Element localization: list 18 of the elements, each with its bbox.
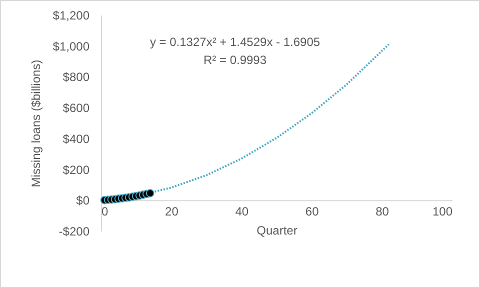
x-tick-label: 100 (432, 204, 453, 219)
x-tick-label: 40 (235, 204, 249, 219)
annotation: R² = 0.9993 (203, 53, 267, 67)
y-tick-label: $0 (76, 194, 90, 208)
y-tick-label: $400 (62, 132, 90, 146)
y-tick-label: $800 (62, 70, 90, 84)
y-tick-label: $1,000 (52, 39, 90, 54)
y-tick-label: $1,200 (52, 8, 90, 22)
y-tick-label: $200 (62, 162, 90, 177)
y-tick-label: $600 (62, 101, 90, 116)
y-axis-title: Missing loans ($billions) (28, 60, 43, 188)
x-tick-label: 20 (165, 204, 179, 219)
x-tick-label: 0 (102, 204, 108, 219)
y-tick-label: -$200 (58, 224, 90, 238)
x-axis-title: Quarter (256, 224, 298, 238)
annotation: y = 0.1327x² + 1.4529x - 1.6905 (150, 35, 320, 49)
x-tick-label: 80 (376, 204, 390, 219)
x-tick-label: 60 (305, 204, 320, 219)
